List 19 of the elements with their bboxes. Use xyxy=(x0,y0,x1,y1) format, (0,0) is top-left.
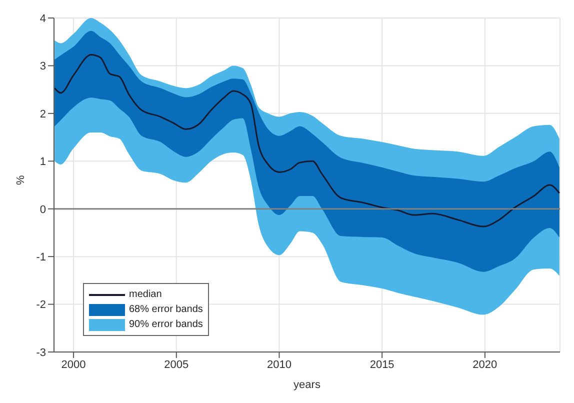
legend-label: 90% error bands xyxy=(129,319,203,330)
x-axis-title: years xyxy=(294,379,321,391)
line-series xyxy=(54,54,560,228)
x-tick-label: 2010 xyxy=(266,358,292,371)
y-tick-label: 2 xyxy=(40,108,46,120)
y-tick-label: -1 xyxy=(36,251,46,264)
y-tick-label: 0 xyxy=(40,204,46,216)
legend-label: median xyxy=(129,289,162,300)
y-tick-label: -2 xyxy=(36,299,46,312)
y-tick-label: -3 xyxy=(36,346,46,359)
x-tick-label: 2015 xyxy=(370,358,394,371)
y-tick-label: 1 xyxy=(40,156,46,168)
y-tick-label: 3 xyxy=(40,60,46,73)
x-tick-label: 2000 xyxy=(61,358,86,371)
x-tick-label: 2005 xyxy=(164,358,189,371)
y-axis-title: % xyxy=(14,175,27,185)
x-tick-label: 2020 xyxy=(472,358,498,371)
y-tick-label: 4 xyxy=(40,12,46,25)
legend-label: 68% error bands xyxy=(129,304,203,315)
